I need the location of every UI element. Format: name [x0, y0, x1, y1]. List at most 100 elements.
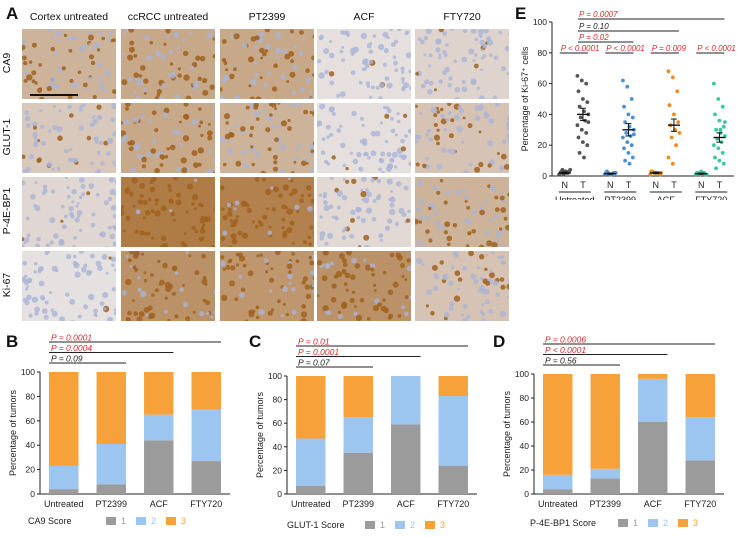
bar-segment: [391, 424, 421, 494]
p-value-label: P = 0.0004: [51, 343, 92, 353]
micrograph-tile: [414, 176, 510, 248]
data-point: [577, 151, 582, 155]
data-point: [586, 120, 591, 124]
bar-segment: [296, 485, 326, 494]
bar-segment: [590, 468, 620, 479]
data-point: [675, 89, 680, 94]
p-value-label: P = 0.0001: [298, 347, 339, 357]
tissue-texture: [121, 103, 215, 173]
bar-segment: [438, 396, 468, 466]
micrograph-tile: [414, 102, 510, 174]
x-tick-label: FTY720: [190, 499, 222, 509]
y-tick-label: 100: [515, 369, 529, 379]
row-header: P-4E-BP1: [1, 187, 13, 235]
y-tick-label: 60: [520, 417, 530, 427]
y-axis-label: Percentage of tumors: [502, 390, 512, 477]
x-tick-label: ACF: [150, 499, 169, 509]
micrograph-tile: [120, 176, 216, 248]
panel-b-letter: B: [6, 332, 19, 351]
legend-swatch: [136, 517, 146, 525]
tissue-texture: [22, 29, 116, 99]
data-point: [667, 103, 672, 108]
y-tick-label: 40: [273, 442, 283, 452]
p-value-label: P = 0.07: [298, 358, 330, 368]
micrograph-tile: [21, 250, 117, 322]
p-value-label: P < 0.0001: [545, 345, 586, 355]
legend-title: GLUT-1 Score: [287, 520, 345, 530]
bar-segment: [49, 489, 79, 494]
bar-segment: [543, 374, 573, 475]
data-point: [720, 104, 725, 109]
p-value-label: P < 0.0001: [561, 44, 600, 53]
tissue-texture: [121, 177, 215, 247]
y-tick-label: 100: [21, 367, 35, 377]
bar-segment: [296, 376, 326, 439]
subgroup-label: T: [580, 180, 586, 190]
x-tick-label: FTY720: [437, 499, 469, 509]
data-point: [677, 131, 682, 135]
data-point: [666, 69, 671, 74]
bar-segment: [144, 440, 174, 494]
subgroup-label: N: [698, 180, 705, 190]
tissue-texture: [121, 251, 215, 321]
data-point: [712, 143, 716, 148]
p-value-label: P = 0.009: [652, 44, 687, 53]
data-point: [584, 131, 589, 135]
bar-segment: [343, 417, 373, 453]
subgroup-label: N: [561, 180, 568, 190]
bar-segment: [96, 443, 126, 485]
data-point: [622, 146, 626, 151]
data-point: [625, 140, 630, 145]
legend-swatch: [365, 521, 375, 529]
tissue-texture: [317, 29, 411, 99]
bar-segment: [685, 374, 715, 418]
bar-segment: [144, 372, 174, 415]
y-tick-label: 100: [268, 371, 282, 381]
p-value-label: P = 0.0006: [545, 335, 586, 345]
data-point: [712, 81, 716, 86]
bar-segment: [590, 374, 620, 469]
chart-b-ca9: 0 20 40 60 80 100 Percentage of tumors Untreate…: [8, 333, 230, 526]
data-point: [672, 112, 676, 117]
x-tick-label: PT2399: [342, 499, 374, 509]
y-axis-label: Percentage of tumors: [8, 389, 18, 476]
x-tick-label: Untreated: [538, 499, 578, 509]
micrograph-tile: [120, 250, 216, 322]
data-point: [713, 112, 717, 117]
y-tick-label: 20: [273, 465, 283, 475]
data-point: [723, 120, 727, 124]
micrograph-tile: [316, 102, 412, 174]
tissue-texture: [220, 251, 314, 321]
data-point: [582, 155, 586, 160]
y-tick-label: 60: [273, 418, 283, 428]
data-point: [581, 97, 585, 101]
y-tick-label: 0: [277, 489, 282, 499]
y-tick-label: 80: [273, 395, 283, 405]
y-tick-label: 80: [26, 391, 36, 401]
column-header: ccRCC untreated: [127, 11, 209, 23]
y-tick-label: 40: [26, 440, 36, 450]
tissue-texture: [317, 177, 411, 247]
legend-swatch: [618, 519, 628, 527]
data-point: [585, 100, 590, 104]
y-tick-label: 100: [533, 17, 547, 27]
data-point: [626, 151, 631, 155]
data-point: [578, 115, 583, 120]
data-point: [716, 97, 721, 101]
data-point: [630, 155, 635, 160]
p-value-label: P = 0.56: [545, 356, 577, 366]
p-value-label: P = 0.09: [51, 354, 83, 364]
legend-swatch: [648, 519, 658, 527]
data-point: [714, 127, 718, 132]
data-point: [621, 135, 625, 140]
bar-segment: [144, 414, 174, 441]
data-point: [720, 151, 725, 155]
micrograph-tile: [219, 176, 315, 248]
data-point: [575, 123, 580, 128]
data-point: [579, 78, 584, 83]
data-point: [714, 166, 718, 171]
group-label: FTY720: [695, 195, 727, 200]
tissue-texture: [220, 29, 314, 99]
legend-swatch: [166, 517, 176, 525]
legend-label: 1: [380, 520, 385, 530]
